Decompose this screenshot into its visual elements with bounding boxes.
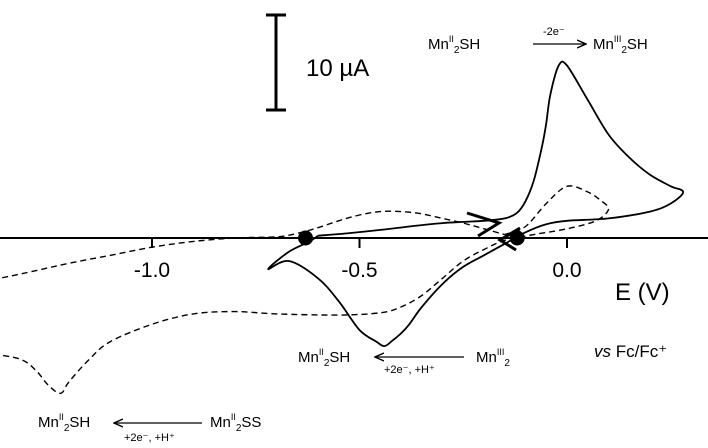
reaction-reduction-second-product: MnII2SH [38,412,90,434]
reaction-reduction-first-product: MnII2SH [298,347,350,369]
x-axis-tick-label: 0.0 [552,259,581,282]
reaction-oxidation-condition: -2e⁻ [543,26,565,38]
reaction-reduction-first-reactant: MnIII2 [476,347,510,369]
voltammogram-curves [0,60,685,395]
reaction-reduction-second: MnII2SH +2e⁻, +H⁺ MnII2SS [38,412,261,444]
reaction-oxidation-product: MnIII2SH [593,34,648,56]
start-point-marker [298,230,314,246]
reaction-oxidation-reactant: MnII2SH [428,34,480,56]
start-point-marker [509,230,525,246]
scan-direction-arrow-forward [466,211,503,238]
scan-direction-arrow-reverse [497,226,521,252]
x-axis-label: E (V) [615,279,670,306]
reaction-oxidation: MnII2SH -2e⁻ MnIII2SH [428,26,648,56]
x-axis-ticks [151,238,568,248]
series-solid-line [267,60,685,348]
reaction-reduction-first-condition: +2e⁻, +H⁺ [384,364,435,376]
current-scale-bar: 10 µA [266,13,369,112]
scale-bar-label: 10 µA [306,55,369,82]
reaction-reduction-second-condition: +2e⁻, +H⁺ [124,432,175,444]
series-dashed-line [0,185,610,395]
x-axis-reference: vs Fc/Fc⁺ [594,342,667,361]
start-markers [298,230,525,246]
x-axis-tick-labels: -1.5-1.0-0.50.0 [134,259,582,282]
x-axis-tick-label: -1.0 [134,259,170,282]
x-axis-tick-label: -0.5 [341,259,377,282]
reaction-reduction-second-reactant: MnII2SS [210,412,261,434]
reaction-reduction-first: MnII2SH +2e⁻, +H⁺ MnIII2 [298,347,510,376]
